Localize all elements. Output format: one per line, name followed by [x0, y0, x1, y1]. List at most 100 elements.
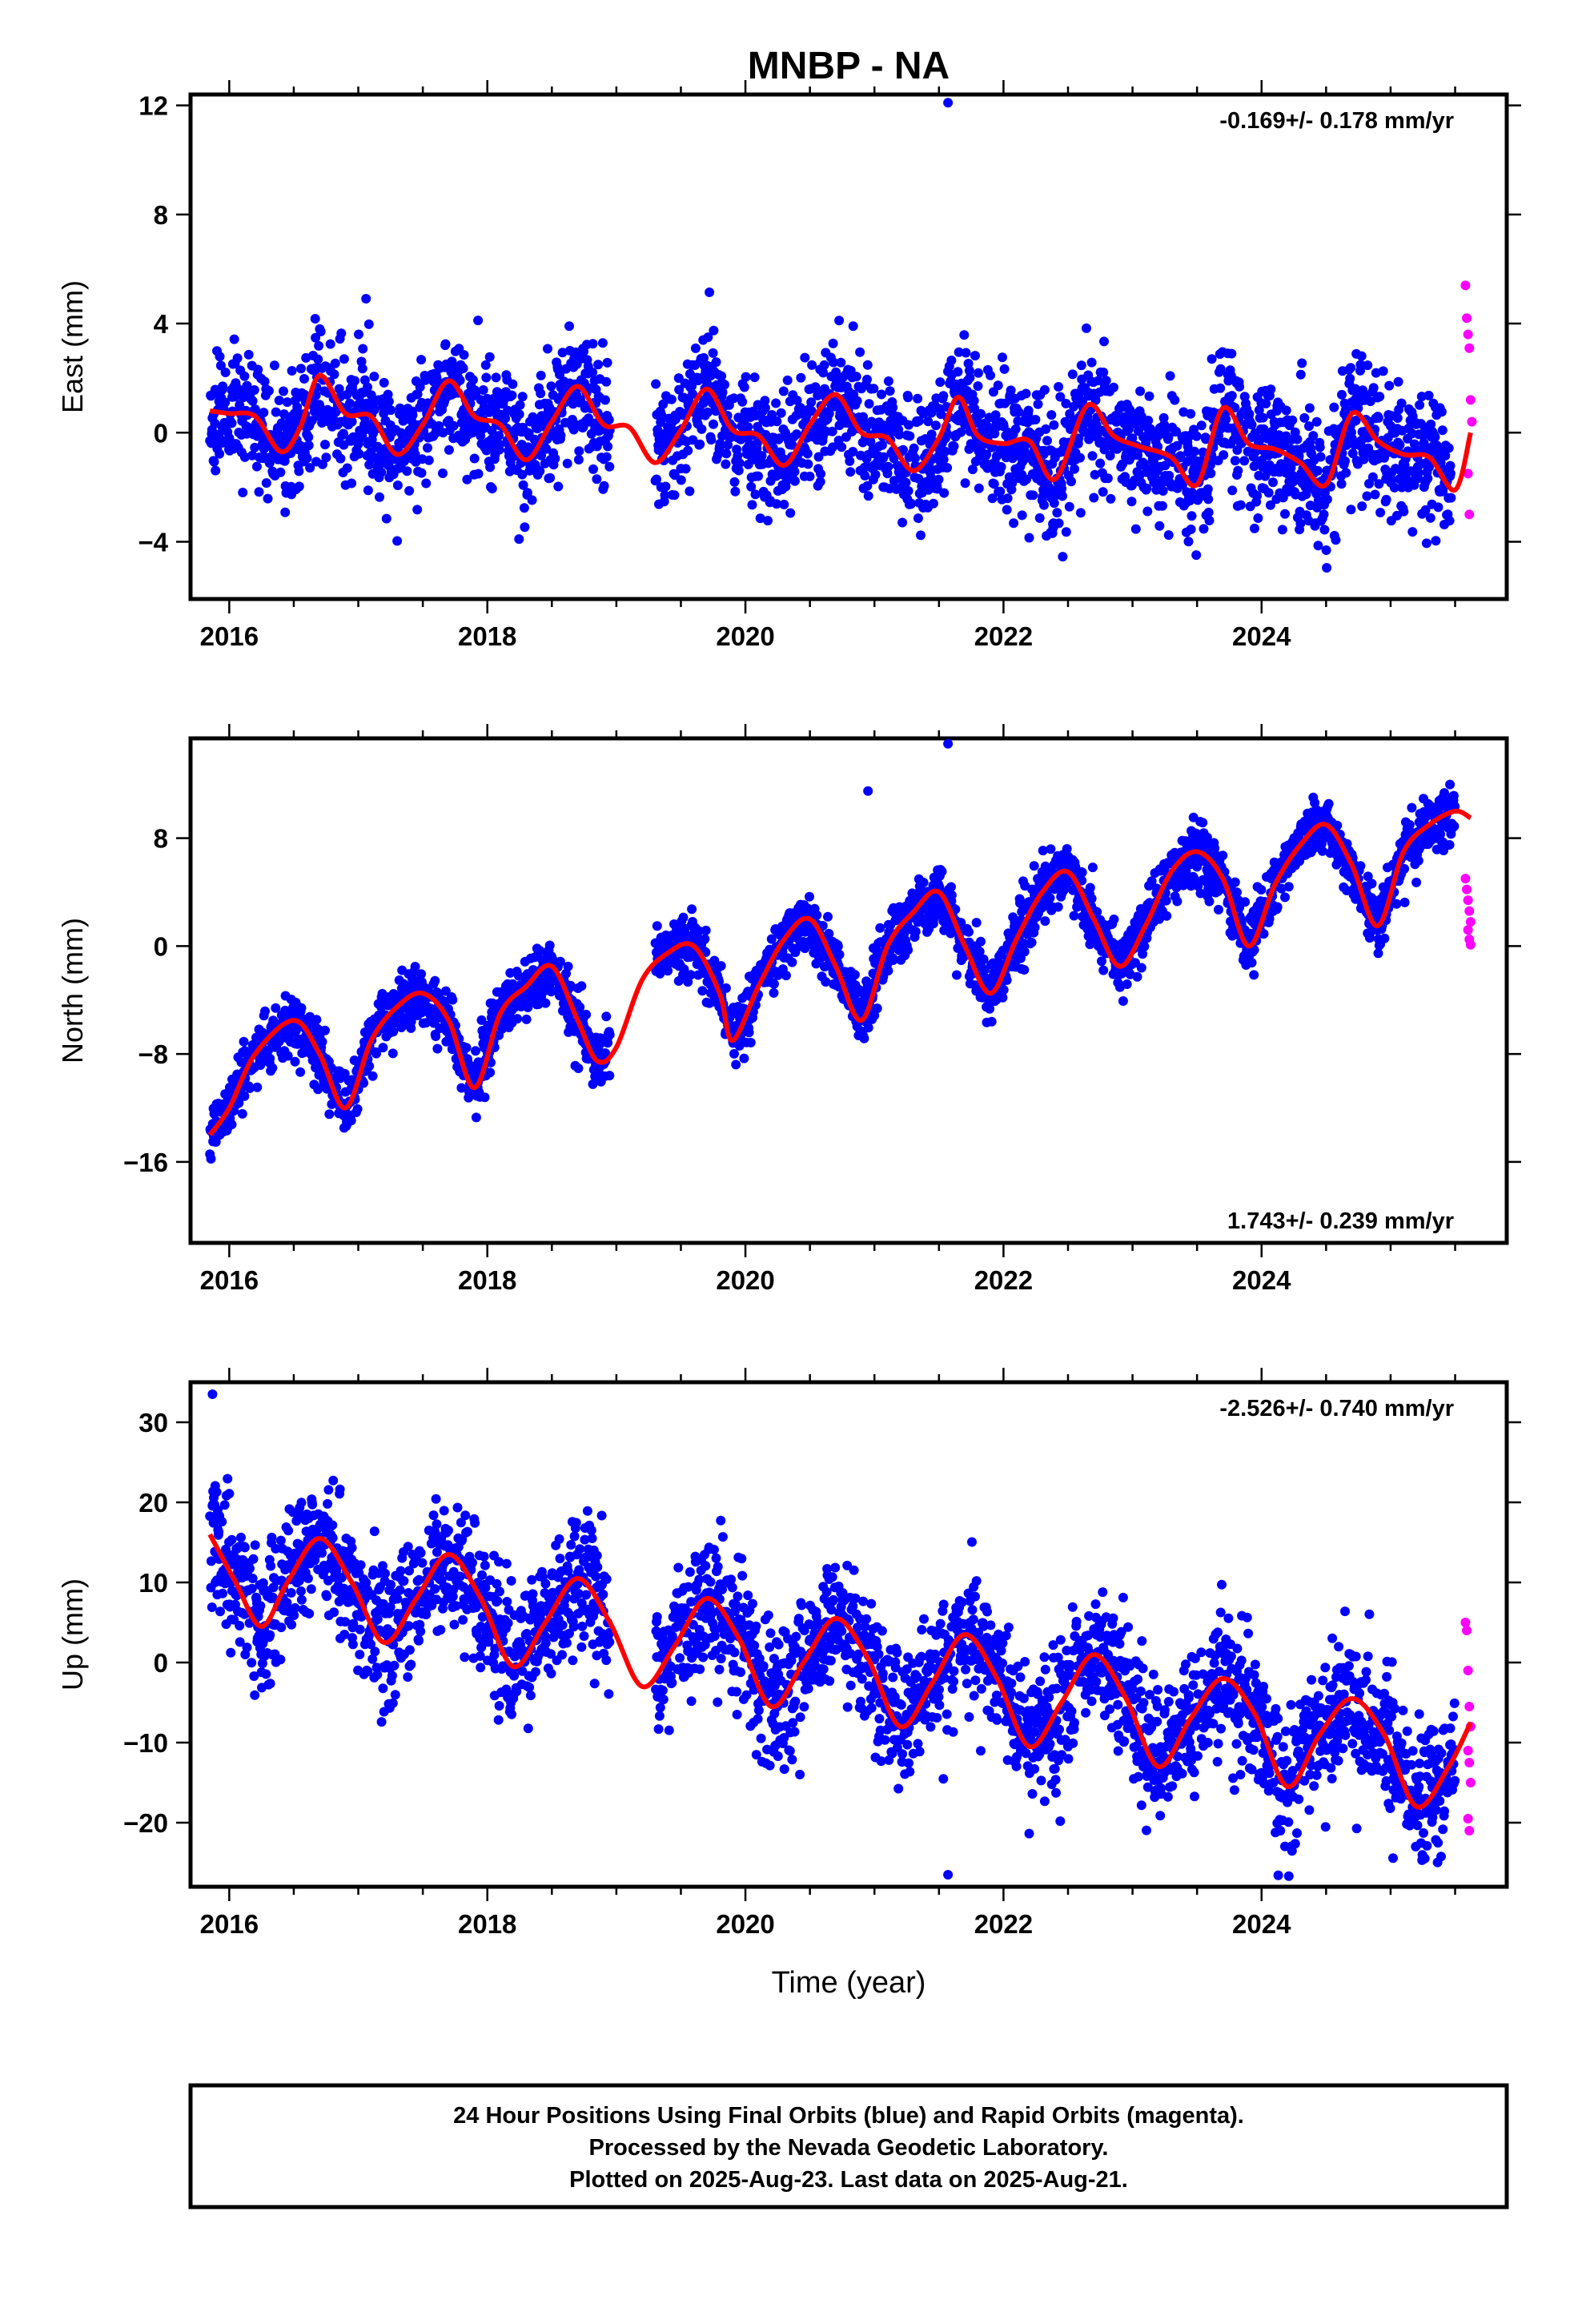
east-final-point: [462, 474, 472, 485]
east-final-point: [588, 464, 598, 474]
east-final-point: [243, 349, 254, 360]
east-final-point: [1252, 491, 1263, 501]
east-final-point: [1023, 405, 1034, 416]
north-final-point: [440, 986, 451, 996]
north-final-point: [448, 995, 458, 1005]
east-final-point: [336, 328, 347, 339]
east-final-point: [307, 416, 317, 426]
east-final-point: [1215, 383, 1226, 393]
east-final-point: [263, 386, 274, 396]
east-final-point: [494, 431, 504, 441]
east-final-point: [792, 429, 802, 440]
east-final-point: [1075, 508, 1086, 518]
north-final-point: [869, 1011, 880, 1021]
north-final-point: [1122, 979, 1132, 989]
east-final-point: [249, 385, 259, 395]
east-final-point: [1203, 507, 1214, 517]
east-final-point: [1087, 451, 1098, 461]
north-final-point: [952, 970, 962, 980]
east-final-point: [392, 480, 403, 490]
east-final-point: [517, 392, 528, 402]
east-final-point: [469, 453, 480, 464]
east-final-point: [363, 382, 372, 392]
north-plot-area: [205, 738, 1476, 1164]
north-final-point: [367, 1071, 378, 1081]
east-final-point: [1039, 384, 1050, 395]
east-final-point: [1009, 518, 1019, 529]
east-final-point: [1098, 487, 1108, 497]
east-final-point: [750, 489, 761, 500]
east-final-point: [935, 377, 946, 388]
north-final-point: [1138, 949, 1148, 959]
east-final-point: [1028, 490, 1038, 501]
east-final-point: [1443, 443, 1454, 453]
east-final-point: [339, 354, 349, 364]
east-final-point: [708, 348, 718, 358]
east-final-point: [1445, 460, 1456, 471]
east-final-point: [1350, 384, 1360, 394]
east-final-point: [779, 500, 789, 509]
east-final-point: [836, 357, 846, 368]
east-final-point: [473, 316, 484, 326]
east-final-point: [455, 375, 465, 385]
north-final-point: [888, 955, 898, 965]
east-final-point: [1421, 538, 1431, 549]
north-final-point: [731, 1059, 741, 1070]
east-final-point: [990, 410, 1001, 420]
east-final-point: [485, 462, 496, 472]
east-final-point: [412, 505, 423, 515]
east-final-point: [1373, 412, 1383, 423]
east-final-orbit-points: [205, 98, 1456, 573]
east-final-point: [250, 442, 260, 452]
east-final-point: [421, 478, 432, 489]
east-final-point: [468, 375, 478, 385]
east-final-point: [803, 459, 813, 469]
east-final-point: [478, 385, 488, 395]
north-final-point: [480, 1092, 490, 1103]
east-final-point: [218, 381, 228, 392]
east-final-point: [860, 471, 870, 480]
north-final-point: [739, 1053, 749, 1063]
east-x-tick-label: 2016: [200, 621, 259, 651]
east-final-point: [888, 402, 898, 412]
east-final-point: [354, 329, 363, 340]
north-final-point: [267, 1063, 278, 1073]
east-final-point: [781, 475, 792, 485]
east-final-point: [1021, 388, 1031, 399]
east-final-point: [1329, 402, 1339, 412]
north-final-point: [1040, 861, 1050, 871]
east-plot-frame: [188, 92, 1509, 601]
east-x-tick-label: 2022: [974, 621, 1033, 651]
east-final-point: [862, 480, 873, 491]
east-final-point: [993, 380, 1003, 391]
east-final-point: [1130, 524, 1141, 534]
east-final-point: [1101, 376, 1111, 386]
east-final-point: [329, 369, 339, 380]
east-final-point: [1378, 366, 1388, 376]
east-final-point: [1336, 479, 1347, 489]
east-final-point: [1268, 477, 1278, 488]
east-final-point: [982, 449, 992, 460]
east-final-point: [1239, 456, 1250, 466]
east-rapid-orbit-points: [1460, 280, 1477, 520]
east-final-point: [939, 488, 950, 498]
east-final-point: [883, 461, 893, 472]
east-final-point: [904, 420, 913, 430]
north-final-point: [979, 965, 990, 975]
east-final-point: [1399, 506, 1409, 517]
east-final-point: [1431, 536, 1441, 546]
north-final-point: [533, 999, 544, 1009]
east-final-point: [402, 466, 412, 476]
east-final-point: [562, 458, 572, 468]
east-final-point: [789, 476, 800, 486]
east-final-point: [1171, 426, 1182, 436]
east-final-point: [702, 407, 713, 417]
east-final-point: [848, 447, 858, 456]
east-final-point: [845, 467, 856, 477]
east-final-point: [889, 453, 899, 464]
east-rapid-point: [1467, 416, 1477, 427]
east-final-point: [536, 450, 547, 460]
east-final-point: [356, 356, 367, 367]
east-final-point: [934, 474, 944, 485]
east-final-point: [588, 339, 598, 349]
